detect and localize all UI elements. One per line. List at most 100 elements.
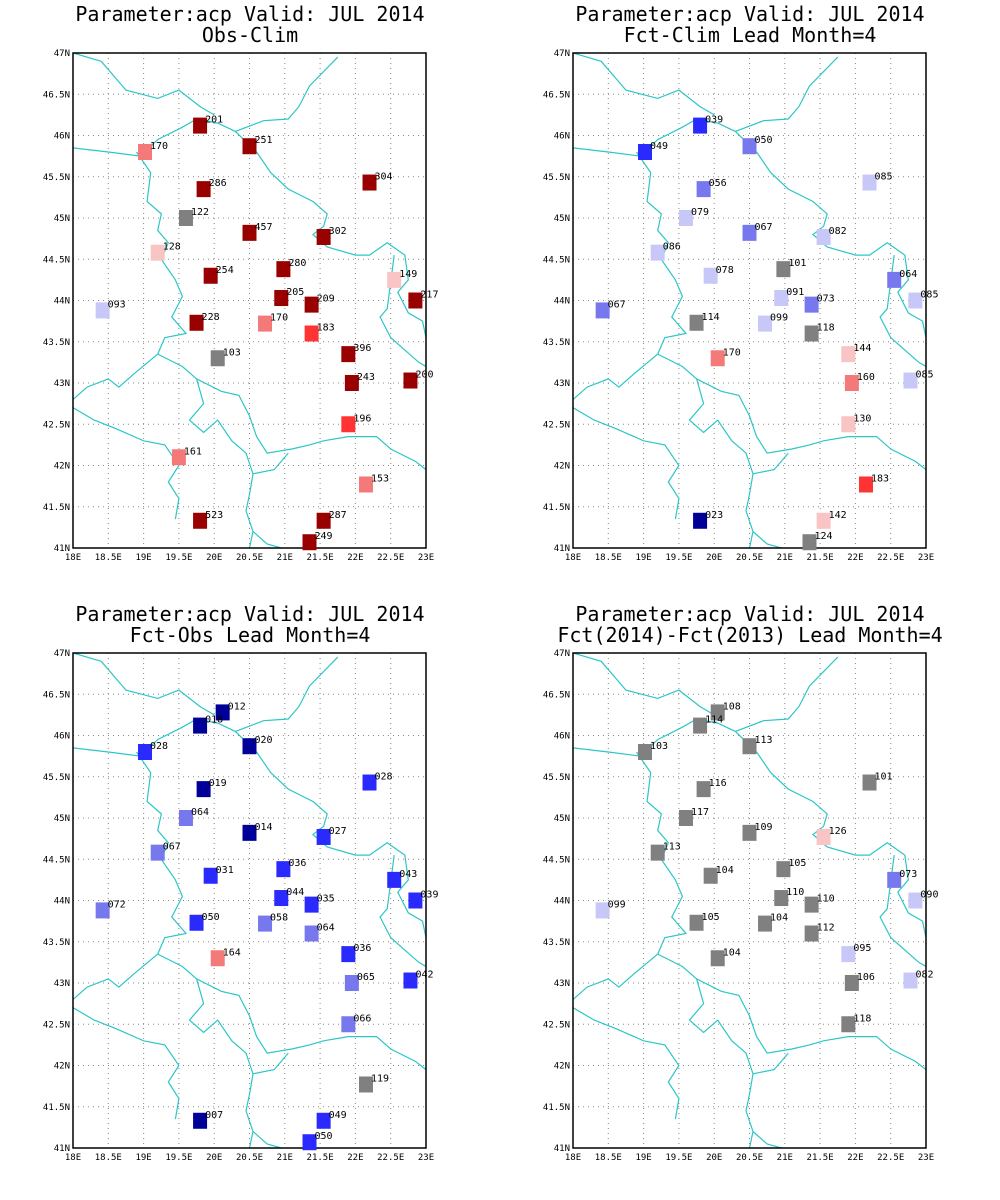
station-marker: [841, 946, 856, 963]
border-line: [234, 130, 426, 338]
station-value-label: 066: [353, 1013, 371, 1024]
border-line: [73, 353, 159, 400]
station-value-label: 113: [755, 735, 773, 746]
panel-title: Parameter:acp Valid: JUL 2014: [575, 2, 924, 26]
station-value-label: 085: [915, 370, 933, 381]
station-value-label: 161: [184, 446, 202, 457]
station-marker: [696, 181, 711, 198]
station-value-label: 164: [223, 947, 241, 958]
station-marker: [193, 512, 208, 529]
country-borders: [73, 653, 426, 1148]
station-value-label: 170: [150, 141, 168, 152]
lon-tick-label: 23E: [418, 1153, 434, 1163]
station-value-label: 228: [202, 312, 220, 323]
border-line: [752, 1052, 789, 1075]
lon-tick-label: 21E: [777, 1153, 793, 1163]
station-marker: [903, 972, 918, 989]
border-line: [235, 56, 339, 132]
station-value-label: 099: [770, 313, 788, 324]
station-value-label: 249: [315, 531, 333, 542]
station-value-label: 012: [228, 701, 246, 712]
station-marker: [193, 117, 208, 134]
lon-tick-label: 19.5E: [665, 1153, 692, 1163]
lon-tick-label: 18.5E: [595, 1153, 622, 1163]
station-marker: [844, 375, 859, 391]
border-line: [157, 953, 426, 1071]
lon-tick-label: 22.5E: [877, 553, 904, 563]
border-line: [879, 255, 926, 368]
border-line: [379, 255, 426, 368]
station-marker: [595, 302, 610, 319]
station-marker: [816, 228, 831, 245]
station-value-label: 035: [317, 894, 335, 905]
lat-tick-label: 44N: [54, 897, 70, 907]
station-marker: [408, 892, 423, 909]
station-marker: [774, 890, 789, 907]
lon-tick-label: 22E: [847, 1153, 863, 1163]
station-value-label: 124: [815, 531, 833, 542]
station-value-label: 201: [205, 115, 223, 126]
station-marker: [703, 267, 718, 284]
station-marker: [862, 174, 877, 191]
station-value-label: 101: [875, 772, 893, 783]
station-marker: [274, 890, 289, 907]
station-value-label: 099: [608, 899, 626, 910]
lon-tick-label: 21.5E: [307, 1153, 334, 1163]
station-value-label: 049: [650, 141, 668, 152]
lat-tick-label: 43N: [54, 979, 70, 989]
station-marker: [408, 292, 423, 309]
lat-tick-label: 43.5N: [543, 338, 570, 348]
station-value-label: 104: [716, 865, 734, 876]
station-value-label: 243: [357, 372, 375, 383]
station-value-label: 078: [716, 265, 734, 276]
station-value-label: 119: [371, 1073, 389, 1084]
lon-tick-label: 18E: [565, 1153, 581, 1163]
station-value-label: 117: [691, 807, 709, 818]
station-value-label: 036: [353, 943, 371, 954]
station-value-label: 113: [663, 842, 681, 853]
station-value-label: 064: [899, 269, 917, 280]
lat-tick-label: 46.5N: [543, 690, 570, 700]
lon-tick-label: 18E: [65, 553, 81, 563]
station-value-label: 079: [691, 207, 709, 218]
lon-tick-label: 20E: [706, 1153, 722, 1163]
lon-tick-label: 20.5E: [736, 1153, 763, 1163]
station-marker: [693, 512, 708, 529]
station-value-label: 170: [723, 347, 741, 358]
station-marker: [650, 244, 665, 261]
station-value-label: 126: [829, 826, 847, 837]
station-marker: [304, 325, 319, 342]
station-marker: [887, 271, 902, 288]
station-marker: [696, 781, 711, 798]
border-line: [235, 656, 339, 732]
lat-tick-label: 41.5N: [543, 503, 570, 513]
station-marker: [710, 350, 725, 367]
station-value-label: 105: [702, 912, 720, 923]
lat-tick-label: 42N: [54, 1062, 70, 1072]
station-marker: [304, 925, 319, 942]
lat-tick-label: 44.5N: [43, 855, 70, 865]
border-line: [734, 130, 926, 338]
panel-subtitle: Fct-Clim Lead Month=4: [624, 23, 877, 47]
station-value-label: 103: [650, 741, 668, 752]
station-value-label: 067: [163, 842, 181, 853]
lon-tick-label: 20E: [706, 553, 722, 563]
lat-tick-label: 43N: [554, 379, 570, 389]
station-marker: [138, 744, 153, 760]
station-value-label: 128: [163, 242, 181, 253]
station-value-label: 108: [723, 701, 741, 712]
station-marker: [258, 315, 273, 332]
lon-tick-label: 21E: [277, 1153, 293, 1163]
lat-tick-label: 45.5N: [43, 173, 70, 183]
station-value-label: 209: [317, 294, 335, 305]
station-marker: [210, 950, 225, 967]
border-line: [252, 531, 282, 548]
lat-tick-label: 45N: [54, 814, 70, 824]
lat-tick-label: 46N: [54, 132, 70, 142]
station-value-label: 217: [420, 290, 438, 301]
station-value-label: 082: [915, 970, 933, 981]
country-borders: [573, 653, 926, 1148]
station-value-label: 064: [191, 807, 209, 818]
